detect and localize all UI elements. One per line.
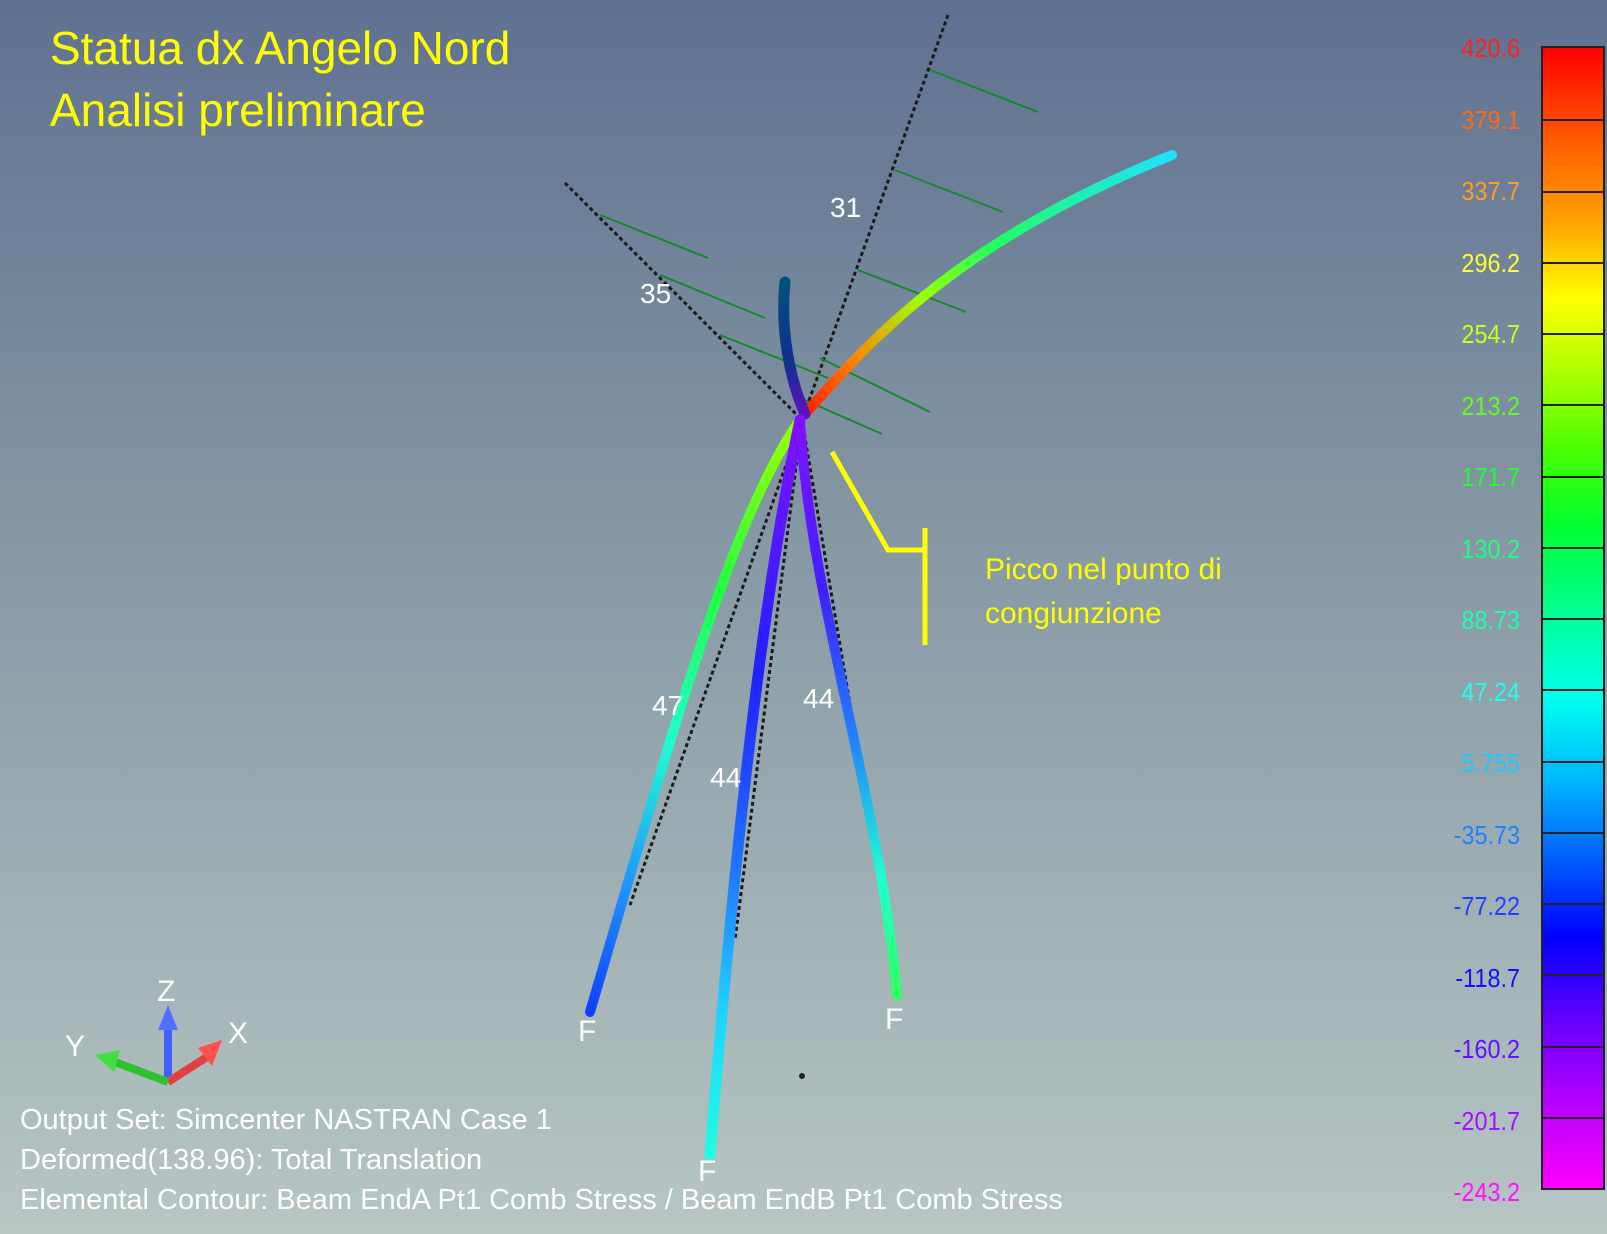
legend-value: 420.6 (1461, 33, 1520, 63)
x-axis-arrowhead (198, 1040, 222, 1066)
annotation-leader (829, 450, 928, 645)
y-axis-label: Y (65, 1030, 86, 1063)
beam-top[interactable] (778, 276, 811, 420)
peak-annotation-line2: congiunzione (985, 597, 1162, 630)
undeformed-member-left (628, 419, 804, 906)
beam-center[interactable] (704, 414, 806, 1161)
fixity-label-left: F (578, 1015, 597, 1048)
y-axis-arrowhead (95, 1050, 120, 1072)
legend-value: -201.7 (1453, 1105, 1520, 1136)
load-vector (857, 269, 967, 313)
undeformed-member-upper-right (800, 14, 950, 421)
load-vector (599, 214, 709, 259)
legend-value: 337.7 (1461, 176, 1520, 206)
member-label-left: 47 (652, 690, 684, 721)
annotation-leader-line (829, 450, 925, 553)
legend-value: 254.7 (1461, 319, 1520, 349)
load-vectors (599, 69, 1039, 435)
z-axis-arrowhead (158, 1005, 178, 1030)
undeformed-member-upper-left (563, 181, 804, 422)
colorbar-tick (1543, 760, 1603, 763)
colorbar-tick (1543, 689, 1603, 692)
output-set-info: Output Set: Simcenter NASTRAN Case 1 (20, 1104, 552, 1136)
deformed-members (585, 150, 1177, 1161)
legend-value: -118.7 (1455, 962, 1520, 993)
legend-value: 171.7 (1461, 462, 1520, 492)
legend-value: 213.2 (1461, 390, 1520, 421)
colorbar-tick (1543, 333, 1603, 335)
fixity-label-right: F (885, 1003, 904, 1036)
member-label-upper-right: 31 (830, 192, 862, 223)
colorbar-tick (1543, 618, 1603, 620)
x-axis-label: X (228, 1017, 249, 1050)
load-vector (894, 169, 1004, 213)
x-axis-arrow (165, 1051, 213, 1086)
beam-upper-right[interactable] (800, 150, 1177, 419)
legend-value: 296.2 (1461, 247, 1520, 278)
colorbar-tick (1543, 903, 1603, 905)
colorbar-tick (1543, 1116, 1603, 1119)
z-axis-label: Z (157, 975, 176, 1008)
legend-value: -35.73 (1453, 819, 1520, 850)
axis-triad (95, 1005, 222, 1086)
colorbar-tick (1543, 119, 1603, 122)
model-subtitle: Analisi preliminare (50, 84, 426, 136)
undeformed-member-center (733, 419, 804, 941)
peak-annotation-line1: Picco nel punto di (985, 553, 1222, 586)
colorbar-tick (1543, 831, 1603, 834)
member-label-center: 44 (710, 762, 742, 793)
beam-left[interactable] (585, 415, 805, 1017)
legend-value: 379.1 (1461, 104, 1520, 135)
undeformed-members (563, 14, 950, 941)
model-title: Statua dx Angelo Nord (50, 22, 511, 74)
colorbar-tick (1543, 261, 1603, 264)
member-label-upper-left: 35 (640, 278, 672, 309)
legend-value: -77.22 (1453, 891, 1520, 921)
colorbar-tick (1543, 404, 1603, 407)
load-vector (659, 274, 766, 319)
colorbar-tick (1543, 190, 1603, 193)
colorbar-tick (1543, 546, 1603, 549)
deformed-info: Deformed(138.96): Total Translation (20, 1144, 483, 1176)
load-vector (719, 334, 829, 379)
legend-value: 130.2 (1461, 533, 1520, 564)
load-vector (929, 69, 1039, 113)
colorbar-tick (1543, 974, 1603, 977)
contour-colorbar (1541, 46, 1605, 1190)
load-vector (819, 357, 931, 413)
y-axis-arrow (113, 1058, 170, 1086)
legend-value: 47.24 (1461, 676, 1520, 707)
legend-value: -243.2 (1453, 1177, 1520, 1207)
legend-value: 88.73 (1461, 605, 1520, 635)
legend-value: 5.755 (1461, 748, 1520, 778)
colorbar-tick (1543, 1045, 1603, 1048)
legend-value: -160.2 (1453, 1034, 1520, 1064)
node-marker (799, 1073, 805, 1079)
fixity-label-center: F (698, 1155, 717, 1188)
colorbar-tick (1543, 475, 1603, 478)
beam-right[interactable] (795, 415, 902, 1000)
peak-annotation: Picco nel punto di congiunzione (985, 548, 1222, 636)
member-label-right: 44 (803, 683, 835, 714)
contour-info: Elemental Contour: Beam EndA Pt1 Comb St… (20, 1184, 1063, 1216)
